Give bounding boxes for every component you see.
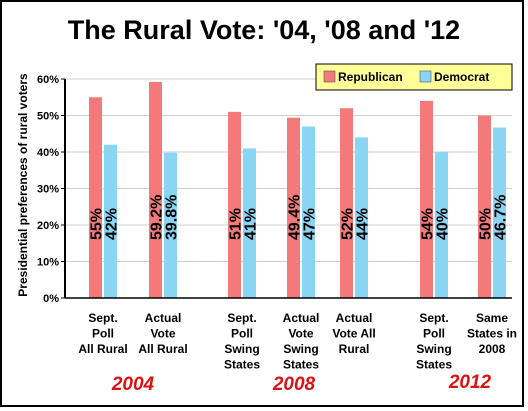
year-label: 2008 (272, 374, 316, 395)
data-label: 52% (340, 208, 357, 240)
bar-democrat (104, 144, 117, 298)
bar-democrat (302, 126, 315, 298)
bar-republican (340, 108, 353, 298)
x-tick-label: Sept. Poll Swing States (224, 311, 260, 372)
x-tick-label: Same States in 2008 (467, 311, 517, 356)
x-tick-label: Actual Vote Swing States (283, 311, 320, 372)
axes (64, 79, 512, 299)
y-tick-label: 20% (37, 220, 59, 232)
year-label: 2012 (448, 372, 492, 393)
legend-swatch (323, 70, 336, 83)
x-tick-label: Actual Vote All Rural (332, 311, 375, 356)
data-label: 59.2% (149, 195, 166, 240)
x-tick-label: Sept. Poll All Rural (78, 311, 127, 356)
chart-title: The Rural Vote: '04, '08 and '12 (68, 15, 460, 45)
bar-republican (420, 100, 433, 299)
legend-label: Republican (338, 70, 403, 84)
bar-republican (287, 117, 300, 298)
data-label: 54% (420, 208, 437, 240)
y-tick-label: 40% (37, 147, 59, 159)
year-labels: 2004 2008 2012 (111, 372, 492, 395)
bar-democrat (355, 137, 368, 298)
data-label: 50% (478, 208, 495, 240)
legend: Republican Democrat (315, 63, 513, 91)
data-label: 46.7% (493, 195, 510, 240)
data-label: 39.8% (164, 195, 181, 240)
legend-label: Democrat (434, 70, 489, 84)
data-label: 55% (89, 208, 106, 240)
data-label: 40% (435, 208, 452, 240)
y-tick-label: 60% (37, 74, 59, 86)
x-tick-label: Actual Vote All Rural (138, 311, 187, 356)
x-tick-label: Sept. Poll Swing States (416, 311, 452, 372)
bar-democrat (243, 148, 256, 298)
bar-republican (228, 111, 241, 298)
legend-box (315, 63, 513, 91)
legend-swatch (419, 70, 432, 83)
bar-republican (89, 97, 102, 298)
bar-democrat (435, 152, 448, 298)
year-label: 2004 (111, 374, 155, 395)
data-label: 42% (104, 208, 121, 240)
data-labels: 55% 59.2% 51% 49.4% 52% 54% 50% 42% 39.8% 41% 47% 4… (89, 195, 510, 240)
data-label: 47% (302, 208, 319, 240)
bar-republican (478, 115, 491, 298)
data-label: 49.4% (287, 195, 304, 240)
y-axis-ticks: 0% 10% 20% 30% 40% 50% 60% (37, 74, 65, 305)
data-label: 44% (355, 208, 372, 240)
data-label: 51% (228, 208, 245, 240)
bars (89, 81, 506, 299)
y-tick-label: 30% (37, 184, 59, 196)
y-axis-label: Presidential preferences of rural voters (16, 73, 30, 297)
y-tick-label: 50% (37, 111, 59, 123)
bar-democrat (493, 127, 506, 298)
bar-democrat (164, 152, 177, 298)
y-tick-label: 0% (43, 293, 59, 305)
data-label: 41% (243, 208, 260, 240)
bar-republican (149, 81, 162, 298)
y-tick-label: 10% (37, 257, 59, 269)
